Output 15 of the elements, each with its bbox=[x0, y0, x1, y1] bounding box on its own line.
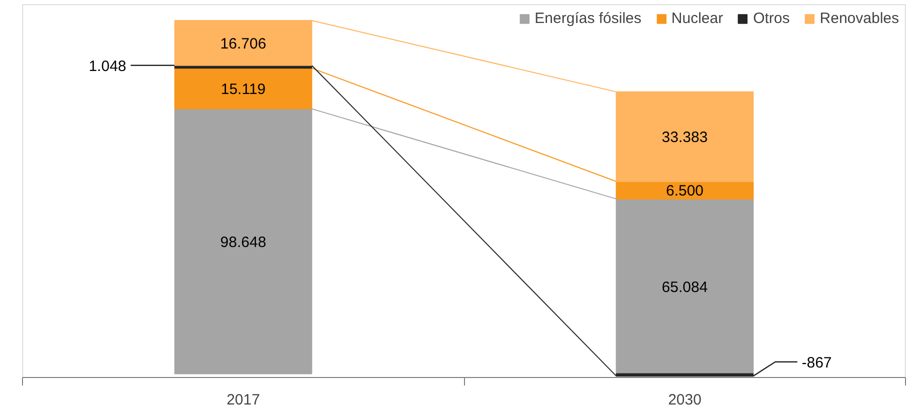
data-label: 6.500 bbox=[666, 182, 704, 200]
data-label: 98.648 bbox=[220, 234, 266, 251]
legend-label: Energías fósiles bbox=[534, 10, 642, 27]
bar bbox=[616, 198, 754, 374]
legend-label: Nuclear bbox=[671, 10, 724, 27]
data-label: 1.048 bbox=[88, 58, 126, 75]
data-label: 15.119 bbox=[220, 80, 266, 98]
x-tick-label: 2017 bbox=[226, 392, 260, 407]
data-label: 33.383 bbox=[662, 129, 708, 146]
legend-label: Renovables bbox=[820, 10, 899, 27]
data-label: 65.084 bbox=[662, 278, 708, 296]
data-label: 16.706 bbox=[220, 35, 266, 52]
data-label: -867 bbox=[802, 354, 832, 372]
legend-label: Otros bbox=[753, 10, 790, 27]
x-tick-label: 2030 bbox=[668, 392, 702, 407]
